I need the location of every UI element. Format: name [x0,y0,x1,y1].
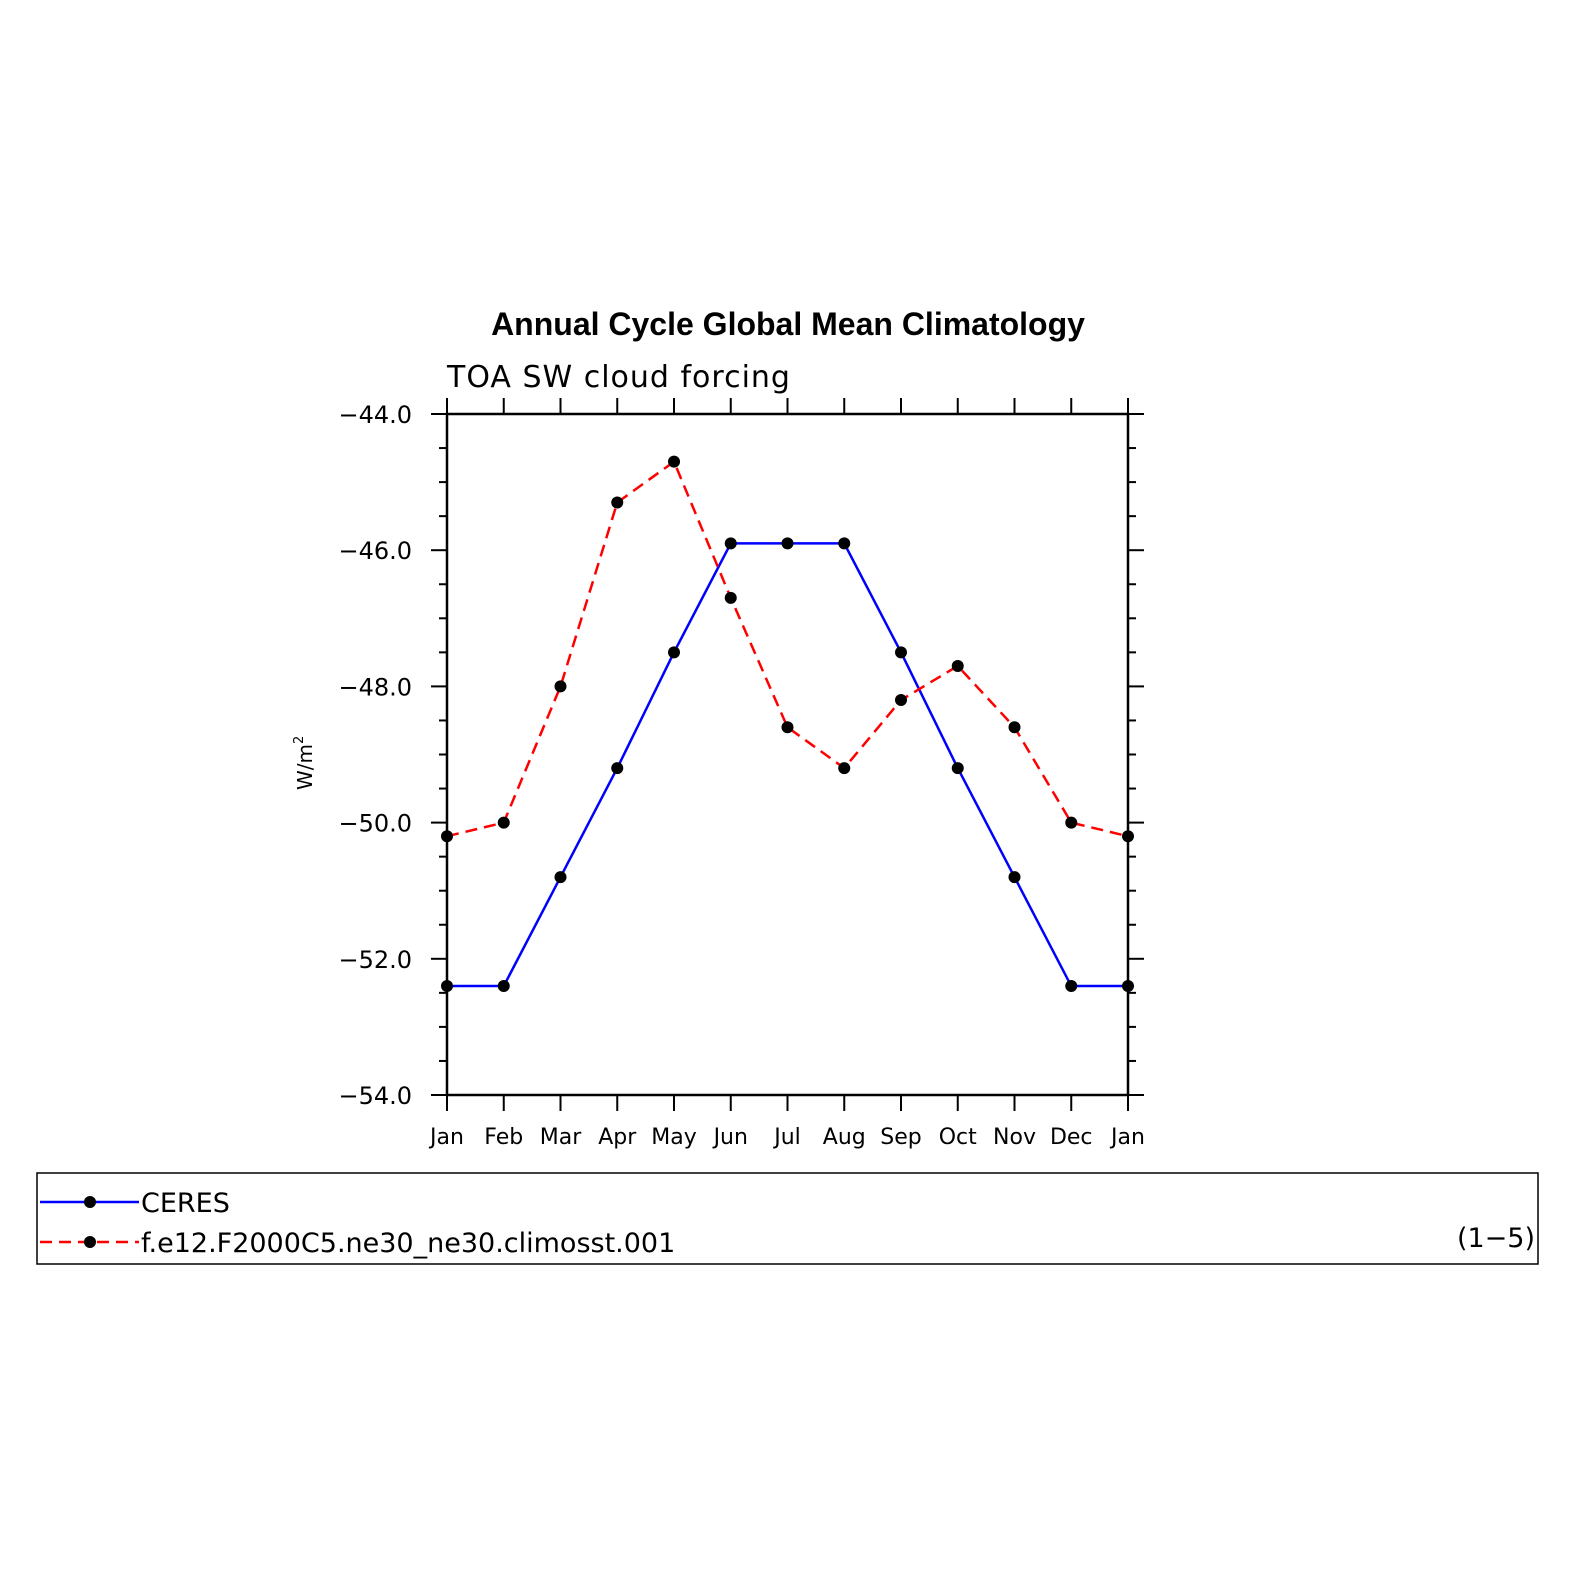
series-2-point [668,455,680,468]
series-1-point [441,980,453,993]
x-tick-label: Sep [880,1125,921,1150]
plot-series [441,455,1134,993]
x-tick-label: May [651,1125,696,1150]
legend-label-1: CERES [141,1188,230,1219]
series-2-point [1065,816,1078,829]
x-tick-label: Dec [1050,1125,1093,1150]
series-2-point [1122,830,1134,843]
x-tick-label: Apr [598,1125,637,1150]
series-2-point [724,591,737,604]
x-tick-label: Jun [712,1125,748,1150]
chart-subtitle: TOA SW cloud forcing [446,360,791,395]
plot-frame [445,412,1130,1097]
series-1-point [895,646,907,659]
x-tick-label: Jan [1109,1125,1145,1150]
legend-items: CERES f.e12.F2000C5.ne30_ne30.climosst.00… [40,1188,675,1259]
y-axis-label: W/m2 [292,736,317,790]
series-2-point [497,816,510,829]
y-tick-label: −44.0 [338,401,412,429]
series-1-point [724,537,737,550]
series-2-point [951,659,964,672]
legend-marker-1 [84,1196,96,1208]
x-tick-label: Jul [772,1125,801,1150]
series-2-point [441,830,453,843]
series-1-point [781,537,794,550]
x-tick-label: Feb [484,1125,523,1150]
series-1-point [611,762,624,775]
series-1-point [951,762,964,775]
legend-marker-2 [84,1236,96,1248]
series-2-point [1008,721,1021,734]
x-tick-label: Oct [939,1125,977,1150]
series-line-2 [446,459,1129,838]
chart-title: Annual Cycle Global Mean Climatology [491,306,1085,342]
series-1-point [1122,980,1134,993]
series-2-point [611,496,624,509]
series-2-point [838,762,851,775]
x-tick-label: Aug [823,1125,866,1150]
series-line-1 [447,542,1128,988]
x-tick-label: Jan [428,1125,464,1150]
series-1-point [668,646,680,659]
y-axis-label-superscript: 2 [292,736,307,744]
y-tick-label: −54.0 [338,1082,412,1110]
legend-label-2: f.e12.F2000C5.ne30_ne30.climosst.001 [141,1228,675,1259]
series-1-point [1065,980,1078,993]
series-1-point [1008,871,1021,884]
series-1-point [554,871,567,884]
y-tick-label: −46.0 [338,537,412,565]
y-tick-labels: −44.0 −46.0 −48.0 −50.0 −52.0 −54.0 [338,401,412,1110]
y-tick-label: −52.0 [338,946,412,974]
x-tick-label: Nov [993,1125,1036,1150]
y-tick-label: −48.0 [338,673,412,701]
legend-note: (1−5) [1457,1223,1535,1254]
series-2-point [554,680,567,693]
legend: CERES f.e12.F2000C5.ne30_ne30.climosst.00… [36,1172,1539,1265]
series-1-point [838,537,851,550]
series-2-point [895,694,907,707]
series-1-point [497,980,510,993]
plot-axes [431,398,1144,1111]
y-axis-label-text: W/m [293,744,317,790]
x-tick-label: Mar [540,1125,582,1150]
series-2-point [781,721,794,734]
legend-box [36,1172,1539,1265]
y-tick-label: −50.0 [338,810,412,838]
x-tick-labels: Jan Feb Mar Apr May Jun Jul Aug Sep Oct Nov Dec Jan [428,1125,1145,1150]
